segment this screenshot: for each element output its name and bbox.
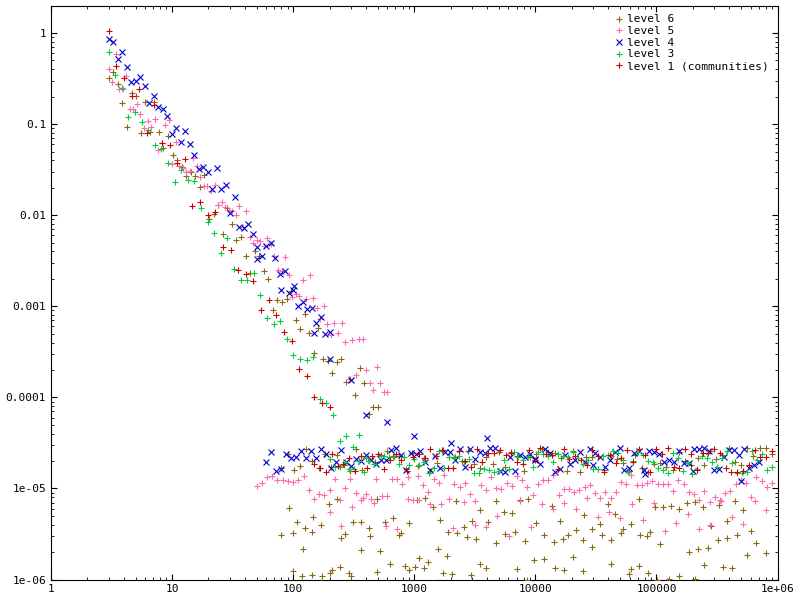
level 6 <box>671 593 681 600</box>
level 3 <box>598 452 608 460</box>
level 6 <box>587 525 597 532</box>
level 6 <box>494 584 503 592</box>
level 5 <box>392 526 402 533</box>
level 5 <box>504 532 514 539</box>
Legend: level 6, level 5, level 4, level 3, level 1 (communities): level 6, level 5, level 4, level 3, leve… <box>611 11 772 74</box>
level 1 (communities) <box>767 447 777 454</box>
level 4 <box>710 466 719 473</box>
Line: level 1 (communities): level 1 (communities) <box>106 28 775 475</box>
level 6 <box>746 581 755 588</box>
Line: level 4: level 4 <box>106 36 762 484</box>
level 5 <box>470 521 480 529</box>
Line: level 3: level 3 <box>106 49 775 476</box>
Line: level 6: level 6 <box>106 69 775 600</box>
level 4 <box>754 459 764 466</box>
level 6 <box>104 74 114 82</box>
level 4 <box>461 463 470 470</box>
level 4 <box>744 464 754 471</box>
level 6 <box>109 68 118 75</box>
level 3 <box>399 454 409 461</box>
level 4 <box>486 445 495 452</box>
level 3 <box>549 458 558 465</box>
level 1 (communities) <box>322 468 331 475</box>
level 3 <box>767 464 777 471</box>
level 1 (communities) <box>582 461 591 469</box>
level 6 <box>579 512 589 519</box>
level 3 <box>104 48 114 55</box>
level 5 <box>319 302 329 310</box>
level 1 (communities) <box>599 469 609 476</box>
level 5 <box>104 65 114 73</box>
level 4 <box>736 477 746 484</box>
level 4 <box>104 35 114 43</box>
level 3 <box>335 437 345 444</box>
level 5 <box>333 329 342 337</box>
level 5 <box>450 481 459 488</box>
level 6 <box>316 578 326 585</box>
Line: level 5: level 5 <box>106 51 775 539</box>
level 5 <box>526 523 536 530</box>
level 5 <box>761 506 770 513</box>
level 3 <box>688 470 698 477</box>
level 1 (communities) <box>756 454 766 461</box>
level 6 <box>113 80 122 87</box>
level 1 (communities) <box>733 468 742 475</box>
level 5 <box>111 50 121 57</box>
level 1 (communities) <box>443 464 453 472</box>
level 3 <box>628 458 638 465</box>
level 6 <box>626 520 636 527</box>
level 1 (communities) <box>426 445 435 452</box>
level 3 <box>459 458 469 465</box>
level 4 <box>311 319 321 326</box>
level 4 <box>122 64 131 71</box>
level 1 (communities) <box>104 28 114 35</box>
